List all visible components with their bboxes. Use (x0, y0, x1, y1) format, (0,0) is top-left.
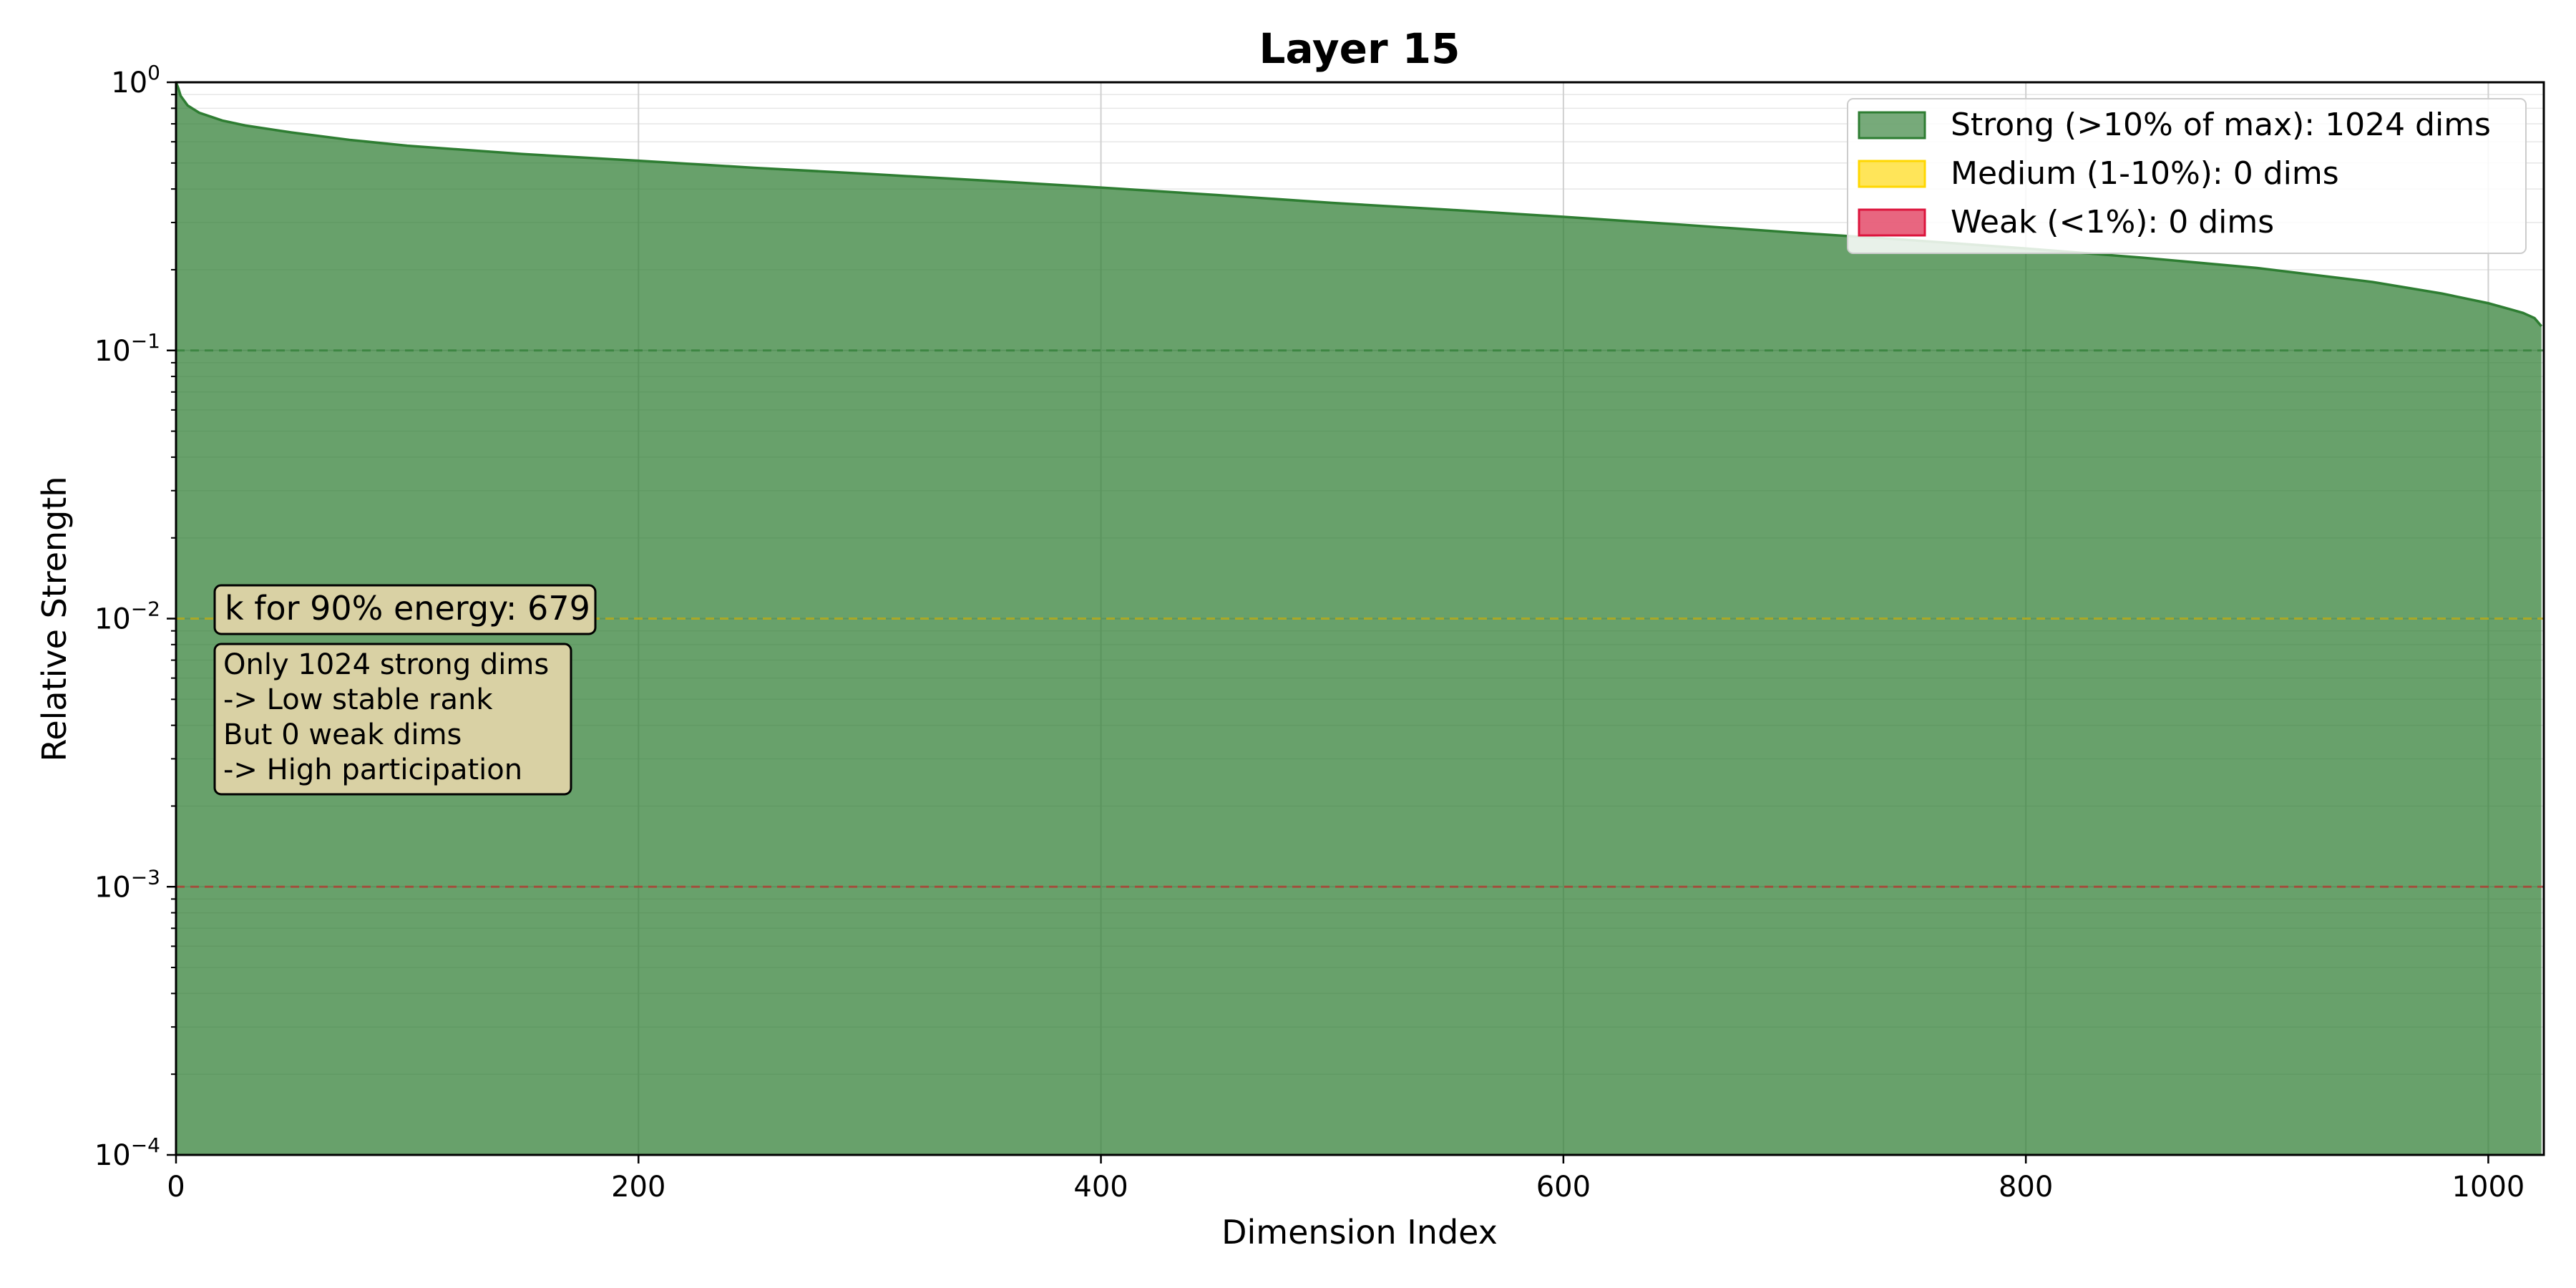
legend-swatch-strong (1858, 111, 1926, 140)
y-tick-label: 10−1 (94, 329, 160, 368)
legend-item-weak: Weak (<1%): 0 dims (1858, 204, 2274, 240)
legend-swatch-weak (1858, 208, 1926, 237)
x-axis: 0 200 400 600 800 1000 (167, 1155, 2524, 1204)
y-axis: 100 10−1 10−2 10−3 10−4 (94, 61, 176, 1172)
energy-annotation-text: k for 90% energy: 679 (225, 589, 590, 628)
y-tick-label: 10−3 (94, 865, 160, 904)
legend: Strong (>10% of max): 1024 dims Medium (… (1847, 98, 2527, 254)
y-tick-label: 100 (111, 61, 160, 99)
x-axis-label: Dimension Index (1221, 1213, 1498, 1252)
x-tick-label: 800 (1999, 1171, 2053, 1204)
x-tick-label: 0 (167, 1171, 185, 1204)
chart-title: Layer 15 (1259, 24, 1460, 73)
note-line: Only 1024 strong dims (223, 648, 549, 681)
x-tick-label: 400 (1073, 1171, 1128, 1204)
legend-swatch-medium (1858, 160, 1926, 188)
energy-annotation: k for 90% energy: 679 (213, 584, 597, 635)
plot-frame (175, 81, 2545, 1156)
legend-label-medium: Medium (1-10%): 0 dims (1951, 155, 2339, 192)
x-tick-label: 600 (1536, 1171, 1591, 1204)
y-axis-label: Relative Strength (35, 476, 74, 761)
legend-label-strong: Strong (>10% of max): 1024 dims (1951, 107, 2491, 143)
x-tick-label: 1000 (2452, 1171, 2525, 1204)
legend-label-weak: Weak (<1%): 0 dims (1951, 204, 2274, 240)
note-line: -> High participation (223, 753, 522, 786)
note-line: But 0 weak dims (223, 718, 462, 751)
series-line-strong (176, 82, 2543, 328)
note-line: -> Low stable rank (223, 683, 493, 716)
y-tick-label: 10−4 (94, 1133, 160, 1172)
legend-item-strong: Strong (>10% of max): 1024 dims (1858, 107, 2491, 143)
legend-item-medium: Medium (1-10%): 0 dims (1858, 155, 2339, 192)
y-tick-label: 10−2 (94, 597, 160, 636)
x-tick-label: 200 (611, 1171, 665, 1204)
note-annotation: Only 1024 strong dims -> Low stable rank… (213, 643, 572, 796)
